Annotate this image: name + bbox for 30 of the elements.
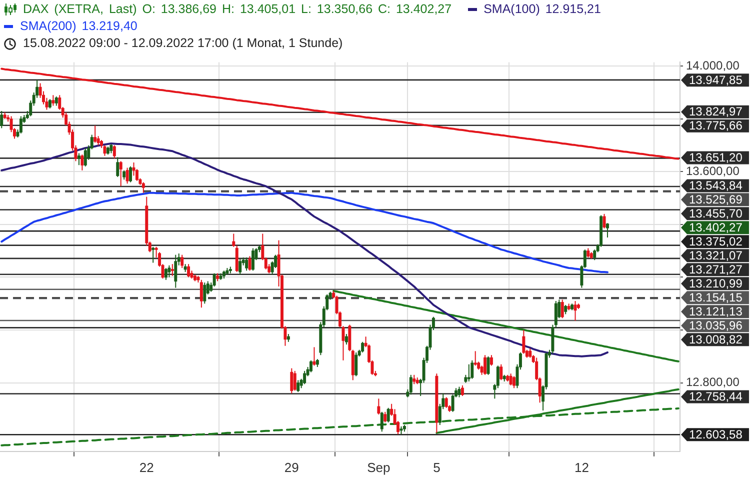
y-tick-label: 12.800,00 bbox=[686, 375, 740, 390]
ref-line-label: 12.603,58 bbox=[689, 427, 743, 442]
y-tick-label: 14.000,00 bbox=[686, 58, 740, 72]
ref-line-label: 13.271,27 bbox=[689, 262, 743, 276]
ref-line-label: 13.321,07 bbox=[689, 248, 743, 262]
ref-line-label: 13.210,99 bbox=[689, 276, 743, 290]
x-tick-label: Sep bbox=[367, 460, 390, 475]
ref-line-label: 13.543,84 bbox=[689, 178, 743, 193]
ref-line-label: 13.651,20 bbox=[689, 150, 743, 165]
ref-line-label: 13.008,82 bbox=[689, 332, 743, 346]
x-tick-label: 29 bbox=[284, 460, 299, 475]
ref-line-label: 13.375,02 bbox=[689, 234, 743, 248]
ref-line-label: 13.035,96 bbox=[689, 318, 743, 332]
legend-label: SMA(200) 13.219,40 bbox=[20, 19, 138, 34]
x-tick-label: 22 bbox=[139, 460, 154, 475]
ref-line-label: 13.525,69 bbox=[689, 192, 743, 206]
ref-line-label: 13.121,13 bbox=[689, 304, 743, 318]
ref-line-label: 13.455,70 bbox=[689, 206, 743, 220]
ref-line-label: 12.758,44 bbox=[689, 390, 743, 404]
ref-line-label: 13.154,15 bbox=[689, 290, 743, 304]
ref-line-label: 13.775,66 bbox=[689, 118, 743, 133]
legend-label: SMA(100) 12.915,21 bbox=[484, 2, 601, 17]
y-tick-label: 13.600,00 bbox=[686, 164, 740, 178]
text: 13.402,27 bbox=[689, 220, 742, 234]
ref-line-label: 13.824,97 bbox=[689, 104, 743, 119]
chart-subtitle: 15.08.2022 09:00 - 12.09.2022 17:00 (1 Monat, 1 Stunde) bbox=[23, 36, 343, 51]
x-tick-label: 12 bbox=[574, 460, 589, 475]
ref-line-label: 13.947,85 bbox=[689, 72, 743, 87]
x-tick-label: 5 bbox=[433, 460, 440, 475]
text: DAX (XETRA, Last) O: 13.386,69 H: 13.405,01 L: 13.350,66 C: 13.402,27 bbox=[23, 2, 452, 17]
